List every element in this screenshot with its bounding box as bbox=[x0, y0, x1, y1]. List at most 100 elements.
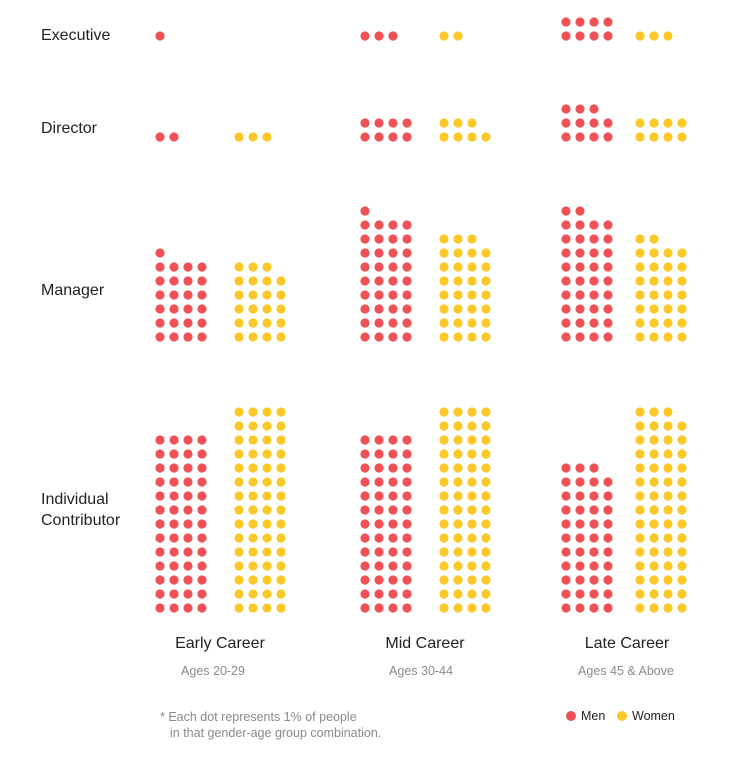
dot-late-manager-men bbox=[561, 206, 571, 216]
row-label-executive: Executive bbox=[41, 25, 110, 46]
dot-early-ic-women bbox=[248, 449, 258, 459]
dot-late-executive-men bbox=[561, 31, 571, 41]
dot-early-ic-men bbox=[155, 435, 165, 445]
dot-mid-executive-men bbox=[374, 31, 384, 41]
dot-late-manager-women bbox=[649, 304, 659, 314]
dot-early-manager-men bbox=[197, 262, 207, 272]
dot-early-ic-men bbox=[169, 589, 179, 599]
dot-late-manager-men bbox=[603, 276, 613, 286]
dot-mid-ic-women bbox=[467, 435, 477, 445]
dot-mid-ic-women bbox=[481, 435, 491, 445]
dot-late-ic-women bbox=[663, 421, 673, 431]
dot-mid-manager-men bbox=[374, 332, 384, 342]
dot-early-manager-men bbox=[183, 262, 193, 272]
dot-late-ic-men bbox=[561, 477, 571, 487]
dot-mid-manager-men bbox=[402, 318, 412, 328]
row-label-line: Individual bbox=[41, 491, 109, 508]
dot-mid-manager-men bbox=[360, 234, 370, 244]
dot-mid-ic-women bbox=[439, 561, 449, 571]
dot-mid-manager-women bbox=[467, 290, 477, 300]
dot-early-ic-men bbox=[197, 561, 207, 571]
dot-late-manager-women bbox=[635, 276, 645, 286]
dot-late-ic-men bbox=[603, 547, 613, 557]
dot-mid-director-men bbox=[374, 132, 384, 142]
dot-late-ic-men bbox=[561, 547, 571, 557]
dot-late-ic-men bbox=[575, 533, 585, 543]
dot-late-ic-women bbox=[635, 505, 645, 515]
dot-late-manager-men bbox=[561, 234, 571, 244]
dot-mid-manager-men bbox=[388, 248, 398, 258]
dot-early-ic-women bbox=[276, 589, 286, 599]
dot-late-manager-men bbox=[603, 332, 613, 342]
dot-mid-ic-men bbox=[374, 547, 384, 557]
dot-late-manager-men bbox=[575, 276, 585, 286]
dot-early-ic-women bbox=[234, 533, 244, 543]
dot-late-manager-men bbox=[603, 318, 613, 328]
dot-early-ic-women bbox=[262, 589, 272, 599]
dot-late-manager-men bbox=[589, 290, 599, 300]
dot-early-ic-women bbox=[262, 435, 272, 445]
dot-mid-ic-women bbox=[467, 505, 477, 515]
dot-mid-ic-women bbox=[453, 603, 463, 613]
dot-mid-manager-men bbox=[360, 318, 370, 328]
dot-mid-director-men bbox=[388, 118, 398, 128]
dot-mid-director-women bbox=[453, 118, 463, 128]
dot-mid-ic-women bbox=[439, 477, 449, 487]
dot-mid-ic-men bbox=[388, 561, 398, 571]
dot-mid-ic-men bbox=[374, 589, 384, 599]
dot-late-ic-men bbox=[603, 533, 613, 543]
dot-early-ic-men bbox=[183, 575, 193, 585]
dot-mid-director-men bbox=[360, 118, 370, 128]
dot-mid-manager-women bbox=[467, 262, 477, 272]
dot-mid-ic-men bbox=[360, 533, 370, 543]
dot-late-ic-men bbox=[561, 561, 571, 571]
dot-early-manager-women bbox=[262, 304, 272, 314]
dot-early-ic-women bbox=[248, 407, 258, 417]
dot-mid-manager-men bbox=[388, 220, 398, 230]
dot-mid-manager-men bbox=[374, 318, 384, 328]
dot-late-ic-men bbox=[561, 533, 571, 543]
dot-late-executive-men bbox=[603, 31, 613, 41]
dot-late-ic-women bbox=[677, 561, 687, 571]
dot-mid-ic-women bbox=[467, 561, 477, 571]
dot-mid-manager-men bbox=[388, 262, 398, 272]
dot-early-manager-women bbox=[234, 262, 244, 272]
dot-late-ic-men bbox=[561, 589, 571, 599]
dot-mid-ic-women bbox=[481, 463, 491, 473]
dot-mid-ic-women bbox=[467, 519, 477, 529]
dot-early-ic-women bbox=[262, 519, 272, 529]
dot-mid-manager-women bbox=[481, 290, 491, 300]
legend-swatch-men bbox=[566, 711, 576, 721]
dot-early-ic-women bbox=[248, 435, 258, 445]
dot-early-ic-women bbox=[262, 547, 272, 557]
legend-women: Women bbox=[617, 709, 675, 723]
dot-mid-ic-men bbox=[402, 547, 412, 557]
dot-mid-ic-men bbox=[360, 477, 370, 487]
row-label-line: Contributor bbox=[41, 512, 121, 529]
dot-early-ic-men bbox=[169, 449, 179, 459]
dot-late-manager-men bbox=[589, 276, 599, 286]
dot-mid-manager-women bbox=[439, 234, 449, 244]
dot-late-ic-women bbox=[663, 477, 673, 487]
dot-mid-director-men bbox=[360, 132, 370, 142]
dot-early-ic-men bbox=[169, 491, 179, 501]
dot-early-manager-men bbox=[197, 290, 207, 300]
dot-late-ic-women bbox=[635, 589, 645, 599]
dot-mid-manager-men bbox=[360, 332, 370, 342]
dot-late-director-women bbox=[649, 118, 659, 128]
dot-late-manager-men bbox=[561, 262, 571, 272]
dot-late-ic-women bbox=[677, 491, 687, 501]
dot-late-director-men bbox=[575, 118, 585, 128]
dot-late-manager-women bbox=[677, 332, 687, 342]
dot-mid-ic-women bbox=[481, 421, 491, 431]
dot-early-manager-women bbox=[234, 290, 244, 300]
dot-late-ic-men bbox=[575, 519, 585, 529]
dot-early-ic-men bbox=[197, 547, 207, 557]
dot-early-ic-women bbox=[248, 505, 258, 515]
dot-late-manager-women bbox=[649, 276, 659, 286]
dot-early-ic-men bbox=[183, 519, 193, 529]
dot-early-ic-men bbox=[183, 589, 193, 599]
dot-late-manager-men bbox=[603, 234, 613, 244]
dot-late-manager-men bbox=[561, 332, 571, 342]
dot-late-manager-women bbox=[663, 318, 673, 328]
